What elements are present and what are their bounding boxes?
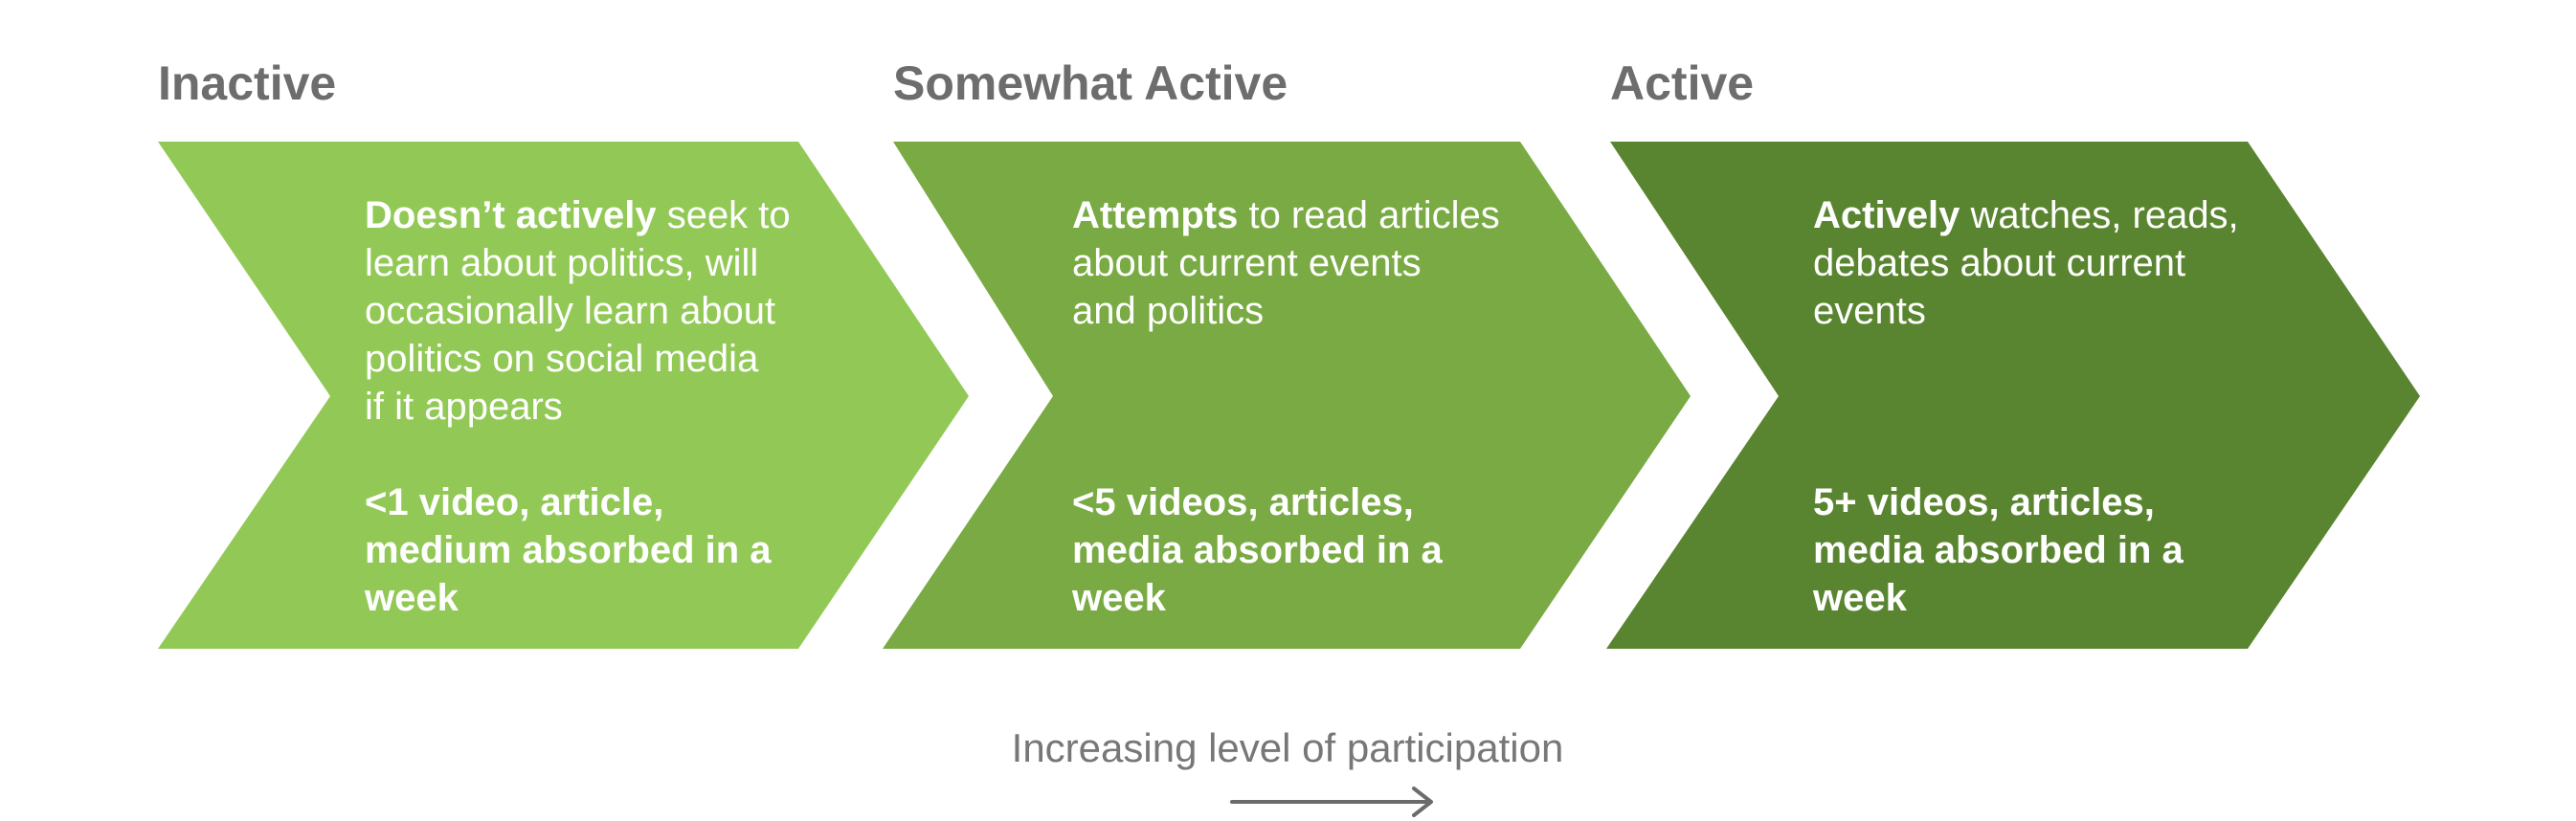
description-line: occasionally learn about [365, 290, 776, 332]
description-line: politics on social media [365, 338, 759, 380]
description-emphasis: Attempts [1072, 194, 1239, 236]
metric-line: media absorbed in a [1813, 529, 2184, 571]
stage-description-inactive: Doesn’t actively seek to learn about pol… [365, 191, 791, 431]
stage-title-active: Active [1610, 56, 1755, 110]
stage-description-active: Actively watches, reads, debates about c… [1813, 191, 2239, 335]
stage-metric-somewhat-active: <5 videos, articles, media absorbed in a… [1072, 478, 1443, 622]
stage-description-somewhat-active: Attempts to read articles about current … [1072, 191, 1500, 335]
metric-line: media absorbed in a [1072, 529, 1443, 571]
metric-line: <1 video, article, [365, 481, 664, 523]
metric-line: week [365, 577, 459, 619]
metric-line: week [1813, 577, 1907, 619]
metric-line: 5+ videos, articles, [1813, 481, 2155, 523]
description-line: if it appears [365, 386, 563, 428]
chevron-inactive [158, 142, 969, 649]
stage-title-somewhat-active: Somewhat Active [893, 56, 1288, 110]
chevron-active [1606, 142, 2420, 649]
stage-title-inactive: Inactive [158, 56, 337, 110]
chevron-somewhat-active [883, 142, 1691, 649]
participation-axis-label: Increasing level of participation [1011, 725, 1564, 770]
description-line: events [1813, 290, 1926, 332]
description-line: learn about politics, will [365, 242, 759, 284]
description-line: about current events [1072, 242, 1422, 284]
description-line: debates about current [1813, 242, 2186, 284]
stage-metric-inactive: <1 video, article, medium absorbed in a … [365, 478, 772, 622]
description-line: to read articles [1238, 194, 1500, 236]
metric-line: medium absorbed in a [365, 529, 772, 571]
metric-line: week [1072, 577, 1166, 619]
description-line: watches, reads, [1960, 194, 2239, 236]
arrow-right-icon [1230, 787, 1433, 817]
stage-metric-active: 5+ videos, articles, media absorbed in a… [1813, 478, 2184, 622]
metric-line: <5 videos, articles, [1072, 481, 1414, 523]
description-line: and politics [1072, 290, 1265, 332]
description-emphasis: Doesn’t actively [365, 194, 657, 236]
description-line: seek to [656, 194, 791, 236]
description-emphasis: Actively [1813, 194, 1960, 236]
